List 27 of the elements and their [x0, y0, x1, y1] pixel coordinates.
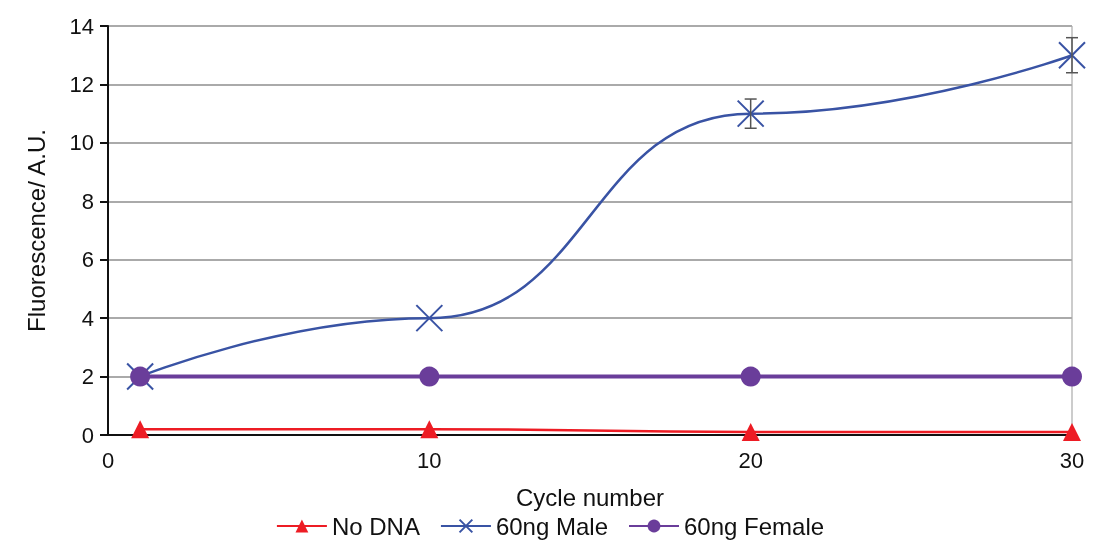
point	[419, 366, 440, 387]
y-tick-label: 6	[81, 247, 94, 273]
y-tick-label: 14	[69, 13, 94, 39]
y-tick-label: 0	[81, 422, 94, 448]
x-tick-label: 30	[1059, 447, 1085, 473]
point	[736, 99, 765, 128]
y-tick-label: 10	[69, 130, 94, 156]
point	[741, 423, 760, 442]
legend-label: 60ng Female	[684, 512, 825, 540]
y-tick-label: 8	[81, 188, 94, 214]
point	[1062, 366, 1082, 387]
y-tick-label: 2	[81, 364, 94, 390]
x-axis-title: Cycle number	[515, 483, 665, 511]
x-tick-label: 20	[738, 447, 763, 473]
x-tick-label: 0	[101, 447, 115, 473]
legend-label: No DNA	[331, 512, 420, 540]
y-tick-label: 12	[69, 71, 94, 97]
point	[1058, 41, 1086, 70]
point	[1063, 423, 1081, 442]
point	[740, 366, 761, 387]
point	[420, 420, 439, 439]
x-tick-label: 10	[417, 447, 442, 473]
point	[415, 304, 444, 333]
point	[131, 420, 150, 439]
y-axis-title: Fluorescence/ A.U.	[22, 129, 50, 332]
legend-label: 60ng Male	[495, 512, 609, 540]
y-tick-label: 4	[81, 305, 94, 331]
